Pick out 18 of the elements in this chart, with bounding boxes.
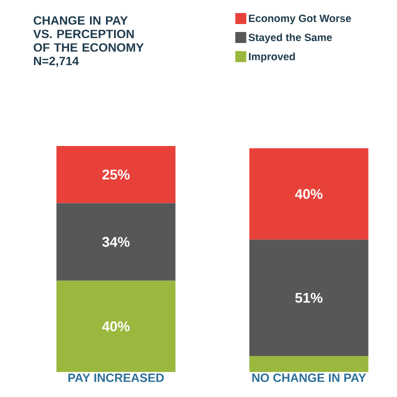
bar — [249, 240, 368, 356]
bar — [249, 356, 368, 372]
x-tick-label: PAY INCREASED — [68, 374, 164, 382]
bar — [249, 148, 368, 240]
bar — [56, 146, 176, 204]
legend-label: Improved — [248, 52, 295, 62]
data-label: 40% — [102, 321, 130, 332]
legend-label: Stayed the Same — [248, 33, 332, 44]
legend-label: Economy Got Worse — [248, 14, 351, 24]
bar — [56, 203, 176, 281]
x-tick-label: NO CHANGE IN PAY — [252, 374, 366, 382]
chart-title: CHANGE IN PAY VS. PERCEPTION OF THE ECONOMY — [33, 16, 144, 52]
data-label: 51% — [295, 292, 322, 303]
chart-subtitle: N=2,714 — [34, 56, 79, 67]
data-label: 25% — [102, 170, 130, 180]
bar — [56, 280, 176, 372]
data-label: 40% — [295, 188, 322, 199]
data-label: 34% — [102, 236, 130, 247]
